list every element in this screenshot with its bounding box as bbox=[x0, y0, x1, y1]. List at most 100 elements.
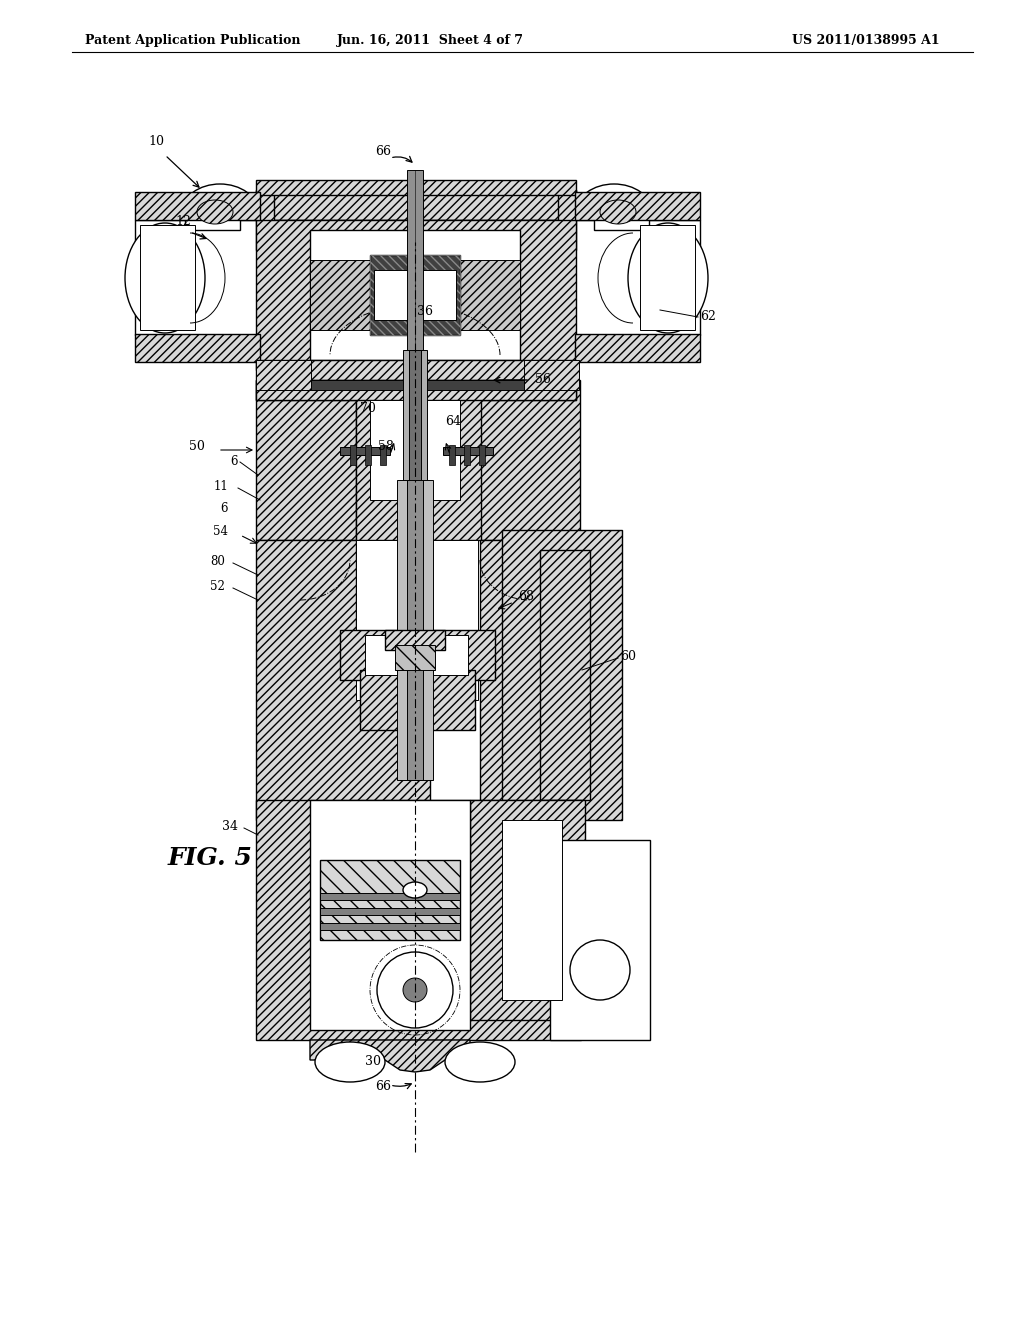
Ellipse shape bbox=[628, 223, 708, 333]
Text: US 2011/0138995 A1: US 2011/0138995 A1 bbox=[793, 34, 940, 48]
Text: Patent Application Publication: Patent Application Publication bbox=[85, 34, 300, 48]
Ellipse shape bbox=[600, 201, 636, 224]
Bar bbox=[319, 923, 460, 931]
Text: 62: 62 bbox=[700, 310, 716, 323]
Bar bbox=[365, 445, 371, 465]
Bar bbox=[274, 220, 559, 285]
Bar bbox=[370, 400, 460, 500]
Ellipse shape bbox=[575, 183, 652, 240]
Bar bbox=[319, 908, 460, 915]
Bar bbox=[135, 334, 260, 362]
Text: 10: 10 bbox=[148, 135, 164, 148]
Ellipse shape bbox=[570, 940, 630, 1001]
Bar bbox=[370, 255, 460, 335]
Bar bbox=[256, 380, 356, 540]
Bar bbox=[428, 635, 468, 675]
Polygon shape bbox=[256, 540, 430, 820]
Bar bbox=[479, 445, 485, 465]
Bar bbox=[374, 271, 409, 319]
Text: 54: 54 bbox=[213, 525, 228, 539]
Bar bbox=[256, 380, 575, 400]
Bar bbox=[403, 540, 478, 700]
Text: 56: 56 bbox=[535, 374, 551, 385]
Bar bbox=[502, 531, 622, 820]
Bar bbox=[380, 445, 386, 465]
Bar bbox=[360, 671, 475, 730]
Text: 34: 34 bbox=[222, 820, 238, 833]
Text: 64: 64 bbox=[445, 414, 461, 428]
Bar bbox=[256, 380, 575, 400]
Bar bbox=[575, 191, 700, 220]
Bar bbox=[319, 861, 460, 940]
Bar bbox=[403, 350, 427, 550]
Ellipse shape bbox=[315, 1041, 385, 1082]
Bar bbox=[365, 635, 406, 675]
Bar bbox=[443, 447, 493, 455]
Text: 36: 36 bbox=[417, 305, 433, 318]
Bar bbox=[407, 170, 423, 350]
Bar bbox=[575, 220, 700, 335]
Bar bbox=[356, 389, 481, 540]
Bar bbox=[558, 190, 575, 249]
Bar bbox=[449, 445, 455, 465]
Text: 52: 52 bbox=[210, 579, 225, 593]
Polygon shape bbox=[310, 1040, 470, 1072]
Bar bbox=[640, 224, 695, 330]
Bar bbox=[350, 445, 356, 465]
Bar bbox=[385, 630, 445, 649]
Bar bbox=[395, 645, 435, 671]
Bar bbox=[524, 360, 579, 389]
Bar bbox=[310, 260, 520, 330]
Text: 60: 60 bbox=[620, 649, 636, 663]
Bar bbox=[140, 224, 195, 330]
Bar bbox=[256, 180, 575, 195]
Text: 6: 6 bbox=[230, 455, 238, 469]
Bar bbox=[135, 220, 260, 335]
Bar bbox=[407, 480, 423, 780]
Ellipse shape bbox=[197, 201, 233, 224]
Text: 6: 6 bbox=[220, 502, 228, 515]
Bar bbox=[256, 360, 575, 380]
Bar bbox=[256, 360, 311, 389]
Bar bbox=[594, 194, 649, 230]
Bar bbox=[502, 820, 562, 1001]
Bar bbox=[310, 800, 470, 1030]
Bar bbox=[265, 380, 565, 389]
Ellipse shape bbox=[403, 882, 427, 898]
Bar bbox=[575, 334, 700, 362]
Bar bbox=[319, 894, 460, 900]
Bar bbox=[409, 350, 421, 550]
Text: Jun. 16, 2011  Sheet 4 of 7: Jun. 16, 2011 Sheet 4 of 7 bbox=[337, 34, 523, 48]
Bar bbox=[421, 271, 456, 319]
Bar bbox=[256, 190, 575, 220]
Text: 50: 50 bbox=[189, 440, 205, 453]
Bar bbox=[256, 190, 274, 249]
Bar bbox=[135, 191, 260, 220]
Bar bbox=[470, 800, 585, 1020]
Bar bbox=[370, 255, 460, 335]
Polygon shape bbox=[480, 540, 580, 820]
Ellipse shape bbox=[182, 183, 258, 240]
Text: 66: 66 bbox=[375, 145, 391, 158]
Bar bbox=[340, 447, 390, 455]
Bar bbox=[310, 230, 520, 360]
Text: 70: 70 bbox=[360, 403, 376, 414]
Text: FIG. 5: FIG. 5 bbox=[168, 846, 253, 870]
Bar bbox=[256, 220, 575, 370]
Bar bbox=[256, 800, 581, 1040]
Text: 12: 12 bbox=[175, 215, 190, 228]
Bar bbox=[464, 445, 470, 465]
Text: 68: 68 bbox=[518, 590, 534, 603]
Text: 11: 11 bbox=[213, 480, 228, 492]
Ellipse shape bbox=[377, 952, 453, 1028]
Text: 58: 58 bbox=[378, 440, 394, 453]
Bar bbox=[185, 194, 240, 230]
Bar bbox=[356, 540, 431, 700]
Bar bbox=[540, 550, 590, 800]
Ellipse shape bbox=[445, 1041, 515, 1082]
Text: 66: 66 bbox=[375, 1080, 391, 1093]
Bar bbox=[550, 840, 650, 1040]
Bar bbox=[397, 480, 433, 780]
Ellipse shape bbox=[125, 223, 205, 333]
Bar bbox=[480, 380, 580, 540]
